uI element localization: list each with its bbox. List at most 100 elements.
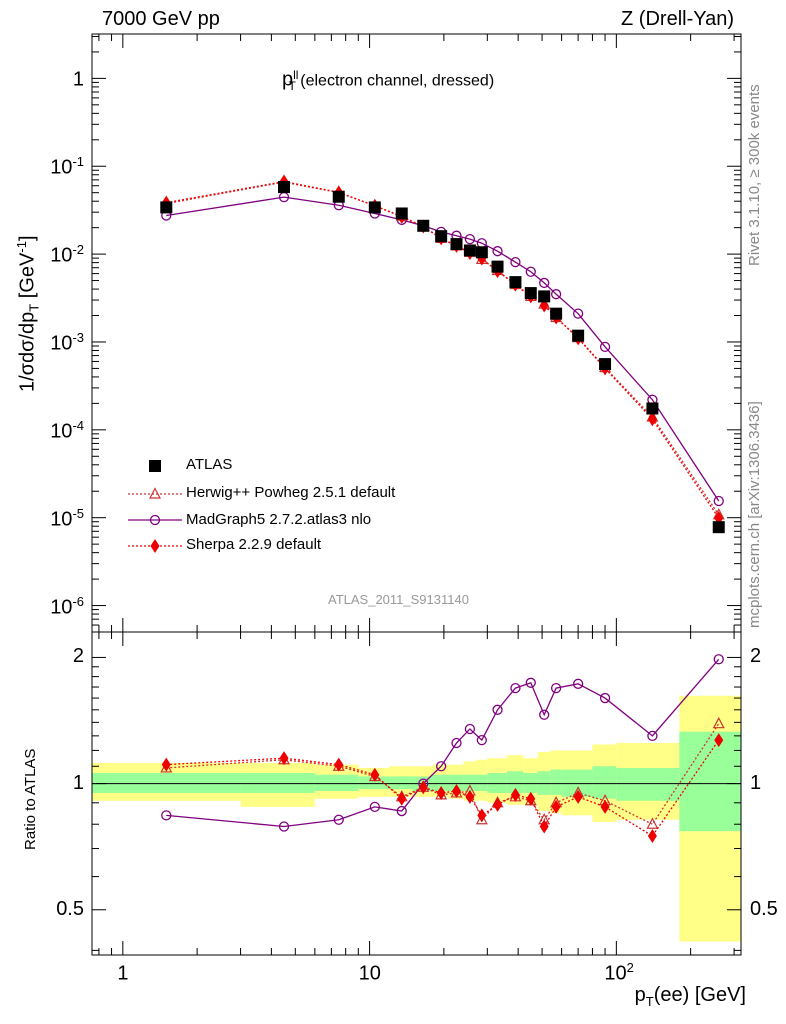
ratio-point-sherpa [714,733,724,748]
main-line-madgraph5 [166,196,720,502]
legend-marker-atlas [149,460,161,472]
ratio-ytick-label-right: 1 [750,771,762,794]
main-point-atlas [395,207,408,220]
ratio-ytick-label-left: 2 [72,645,84,668]
ratio-point-sherpa [526,791,536,806]
ratio-point-sherpa [477,808,487,823]
band-inner-bin [506,771,524,793]
ratio-point-herwig [712,716,725,729]
legend-markers [128,460,182,553]
main-axes-ticks [92,34,741,955]
band-inner-bin [537,771,551,795]
band-inner-bin [592,766,617,799]
ratio-point-sherpa [600,799,610,814]
main-ytick-label: 10-4 [50,417,84,443]
main-point-atlas [435,230,448,243]
main-point-atlas [368,201,381,214]
title-rest: (electron channel, dressed) [300,72,495,90]
ylabel-sup: -1 [14,241,29,253]
ratio-point-sherpa [510,787,520,802]
ratio-ytick-label-left: 0.5 [56,897,84,920]
main-point-madgraph5 [713,495,724,507]
main-series-layer [160,174,725,534]
ratio-ytick-label-right: 2 [750,645,762,668]
main-point-atlas [332,190,345,203]
ratio-point-madgraph5 [572,678,584,689]
ratio-point-sherpa [539,819,549,834]
ratio-ytick-label-right: 0.5 [750,897,778,920]
main-y-axis-title: 1/σdσ/dpT [GeV-1] [14,235,42,392]
ratio-point-sherpa [418,780,428,795]
ratio-point-madgraph5 [713,654,724,665]
main-point-atlas [491,260,504,273]
ratio-point-madgraph5 [333,814,344,825]
ratio-point-madgraph5 [550,682,562,694]
legend-marker-herwig [149,487,161,499]
ratio-point-sherpa [161,757,171,772]
main-plot-title: pllT (electron channel, dressed) [282,68,494,93]
main-point-madgraph5 [550,289,562,300]
ratio-series-layer [160,654,725,843]
ratio-point-madgraph5 [492,704,503,715]
legend-label-sherpa: Sherpa 2.2.9 default [186,536,322,553]
main-ytick-label: 10-1 [50,154,84,179]
ratio-point-madgraph5 [539,709,550,720]
main-point-atlas [160,201,173,214]
ylabel-a: 1/σdσ/dp [16,311,39,392]
main-point-madgraph5 [572,308,584,319]
xtick-label: 1 [117,962,129,985]
analysis-watermark: ATLAS_2011_S9131140 [328,592,469,607]
main-point-atlas [550,307,563,320]
title-sub: T [288,78,296,93]
rivet-side-label: Rivet 3.1.10, ≥ 300k events [746,84,763,266]
band-inner-bin [92,773,241,793]
ratio-point-sherpa [451,784,461,799]
ratio-plot-frame [91,631,742,956]
ratio-point-sherpa [334,757,344,772]
band-inner-bin [358,776,390,790]
ratio-point-madgraph5 [599,692,611,704]
band-inner-bin [679,731,741,832]
ratio-point-herwig [475,812,488,825]
band-inner-bin [314,774,359,792]
main-point-atlas [278,181,291,194]
main-point-atlas [712,521,725,534]
xtick-label: 10 [358,962,381,985]
ratio-point-madgraph5 [369,801,380,813]
main-point-atlas [538,290,551,303]
main-point-madgraph5 [539,277,550,289]
ratio-point-madgraph5 [647,730,658,742]
main-point-atlas [509,276,522,289]
band-inner-bin [523,773,538,793]
ylabel-c: ] [16,235,39,242]
ratio-y-axis-title: Ratio to ATLAS [22,748,39,850]
mcplots-side-label: mcplots.cern.ch [arXiv:1306.3436] [746,401,763,628]
main-ytick-label: 10-5 [50,505,84,531]
ratio-point-sherpa [465,789,475,804]
ratio-point-madgraph5 [396,805,407,817]
ratio-point-madgraph5 [278,821,290,832]
legend-marker-sherpa [150,539,160,553]
main-point-atlas [572,329,585,342]
main-point-atlas [646,402,659,415]
ratio-point-madgraph5 [510,682,521,694]
ratio-uncertainty-bands [92,695,741,942]
main-point-madgraph5 [510,256,521,268]
legend-label-madgraph: MadGraph5 2.7.2.atlas3 nlo [186,511,372,528]
legend-label-atlas: ATLAS [186,456,233,473]
main-point-atlas [417,219,430,232]
ratio-point-sherpa [370,767,380,782]
main-point-madgraph5 [464,233,476,245]
main-ytick-label: 10-6 [50,593,84,619]
ratio-point-sherpa [573,789,583,804]
ratio-point-sherpa [551,799,561,814]
main-point-atlas [450,238,463,251]
ratio-point-madgraph5 [436,761,447,772]
main-point-atlas [524,287,537,300]
band-inner-bin [476,774,488,792]
band-inner-bin [389,776,414,790]
title-p: p [282,68,294,91]
ratio-point-sherpa [647,828,657,843]
band-inner-bin [432,774,450,792]
